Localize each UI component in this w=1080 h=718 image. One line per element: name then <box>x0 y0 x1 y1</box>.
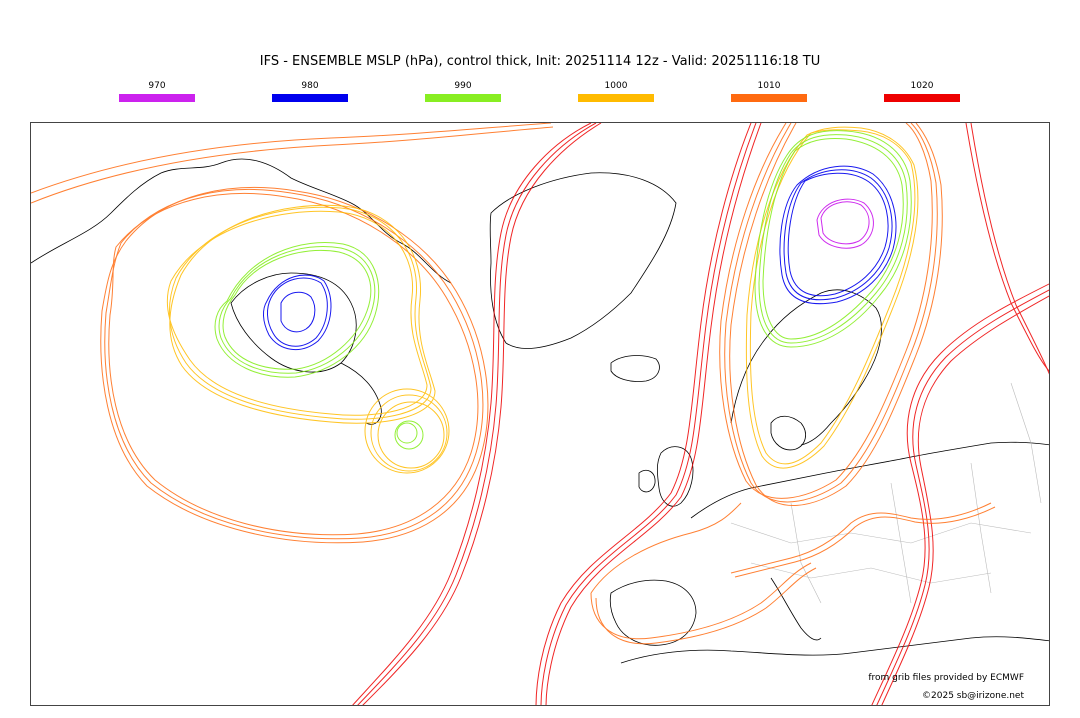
legend-label: 980 <box>301 81 319 91</box>
chart-title: IFS - ENSEMBLE MSLP (hPa), control thick… <box>259 54 821 69</box>
legend-label: 990 <box>454 81 472 91</box>
data-source-credit: from grib files provided by ECMWF <box>868 673 1024 683</box>
coast-hudson-bay <box>230 272 357 373</box>
coast-scandinavia <box>730 289 882 446</box>
map-svg <box>31 123 1049 705</box>
isobars-990-east <box>754 130 912 348</box>
coast-south-sweden <box>770 415 806 451</box>
legend-item-1020: 1020 <box>883 80 961 102</box>
isobars-1000-west <box>166 204 450 474</box>
isobars-1010-west <box>31 123 554 544</box>
border-line <box>750 562 992 584</box>
copyright-credit: ©2025 sb@irizone.net <box>922 691 1024 701</box>
legend-swatch <box>425 94 501 102</box>
legend-item-1000: 1000 <box>577 80 655 102</box>
map-panel <box>30 122 1050 706</box>
coast-iberia <box>609 579 697 646</box>
isobars-1010-east <box>590 123 996 645</box>
coastlines <box>31 158 1049 664</box>
coast-italy <box>770 577 822 641</box>
coast-north-africa <box>620 636 1049 664</box>
coast-iceland <box>610 355 660 382</box>
isobars-990-west <box>214 242 424 450</box>
borders <box>730 382 1042 604</box>
coast-britain <box>656 446 694 507</box>
coast-greenland <box>489 172 677 349</box>
isobars-1020-central <box>352 123 1049 705</box>
coast-north-europe <box>690 441 1049 519</box>
border-line <box>1010 382 1042 504</box>
legend-swatch <box>119 94 195 102</box>
coast-ireland <box>638 469 656 493</box>
border-line <box>790 502 822 604</box>
legend-item-980: 980 <box>271 80 349 102</box>
coast-canada <box>31 158 452 284</box>
legend-swatch <box>578 94 654 102</box>
isobars-980-west <box>263 274 332 350</box>
legend-swatch <box>272 94 348 102</box>
legend-label: 1020 <box>910 81 934 91</box>
isobars-1000-east <box>745 126 919 469</box>
isobars-980-east <box>779 165 897 305</box>
border-line <box>730 522 1032 544</box>
legend-item-970: 970 <box>118 80 196 102</box>
legend-swatch <box>731 94 807 102</box>
legend-item-990: 990 <box>424 80 502 102</box>
legend-swatch <box>884 94 960 102</box>
border-line <box>970 462 992 594</box>
legend-label: 970 <box>148 81 166 91</box>
isobars-970-east <box>816 198 874 249</box>
border-line <box>890 482 912 604</box>
legend-label: 1010 <box>757 81 781 91</box>
legend-label: 1000 <box>604 81 628 91</box>
legend-item-1010: 1010 <box>730 80 808 102</box>
